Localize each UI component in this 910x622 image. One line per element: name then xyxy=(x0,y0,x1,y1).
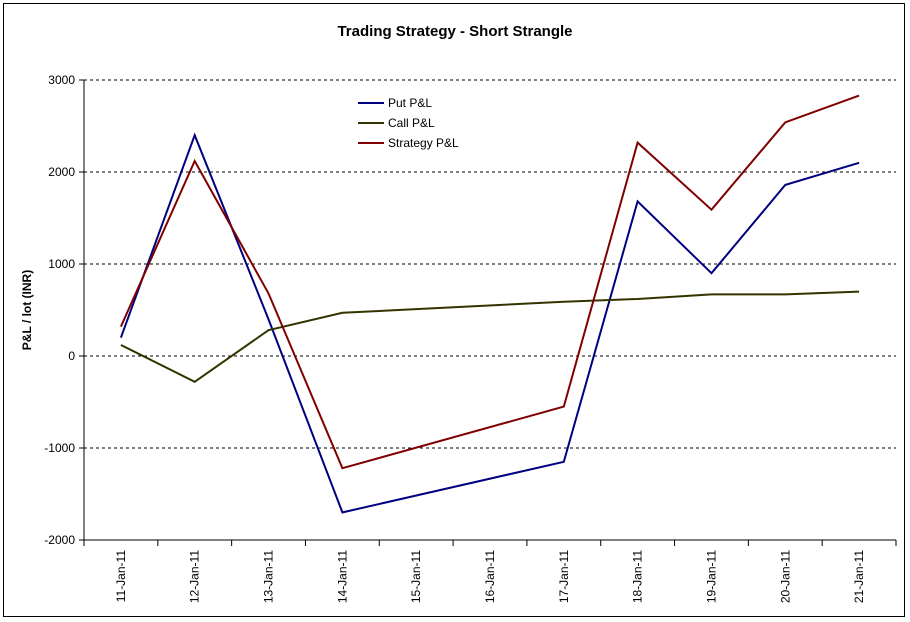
y-tick-label: -2000 xyxy=(44,533,75,547)
legend-label: Put P&L xyxy=(388,96,432,110)
series-line-strategy-p-l xyxy=(119,94,860,470)
chart-title: Trading Strategy - Short Strangle xyxy=(337,23,572,40)
x-tick-label: 13-Jan-11 xyxy=(262,550,276,603)
gridlines xyxy=(79,79,896,541)
x-tick-label: 17-Jan-11 xyxy=(557,550,571,603)
x-tick-label: 14-Jan-11 xyxy=(335,550,349,603)
axes xyxy=(83,80,897,546)
x-tick-label: 19-Jan-11 xyxy=(704,550,718,603)
x-tick-label: 20-Jan-11 xyxy=(778,550,792,603)
y-tick-label: 1000 xyxy=(48,257,75,271)
legend-label: Call P&L xyxy=(388,116,435,130)
x-tick-label: 12-Jan-11 xyxy=(188,550,202,603)
series-line-put-p-l xyxy=(119,132,860,514)
x-tick-labels: 11-Jan-11 12-Jan-11 13-Jan-11 14-Jan-11 15-J… xyxy=(114,550,866,603)
series-lines xyxy=(119,94,860,514)
y-tick-label: 2000 xyxy=(48,165,75,179)
y-tick-label: 0 xyxy=(68,349,75,363)
y-tick-labels: 3000 2000 1000 0 -1000 -2000 xyxy=(44,73,75,547)
y-tick-label: 3000 xyxy=(48,73,75,87)
x-tick-label: 11-Jan-11 xyxy=(114,550,128,603)
x-tick-label: 18-Jan-11 xyxy=(631,550,645,603)
legend-label: Strategy P&L xyxy=(388,136,459,150)
y-tick-label: -1000 xyxy=(44,441,75,455)
x-tick-label: 21-Jan-11 xyxy=(852,550,866,603)
chart-frame xyxy=(3,3,905,617)
legend: Put P&L Call P&L Strategy P&L xyxy=(358,96,459,150)
series-line-call-p-l xyxy=(120,290,860,383)
x-tick-label: 16-Jan-11 xyxy=(483,550,497,603)
x-tick-label: 15-Jan-11 xyxy=(409,550,423,603)
y-axis-label: P&L / lot (INR) xyxy=(20,270,34,350)
